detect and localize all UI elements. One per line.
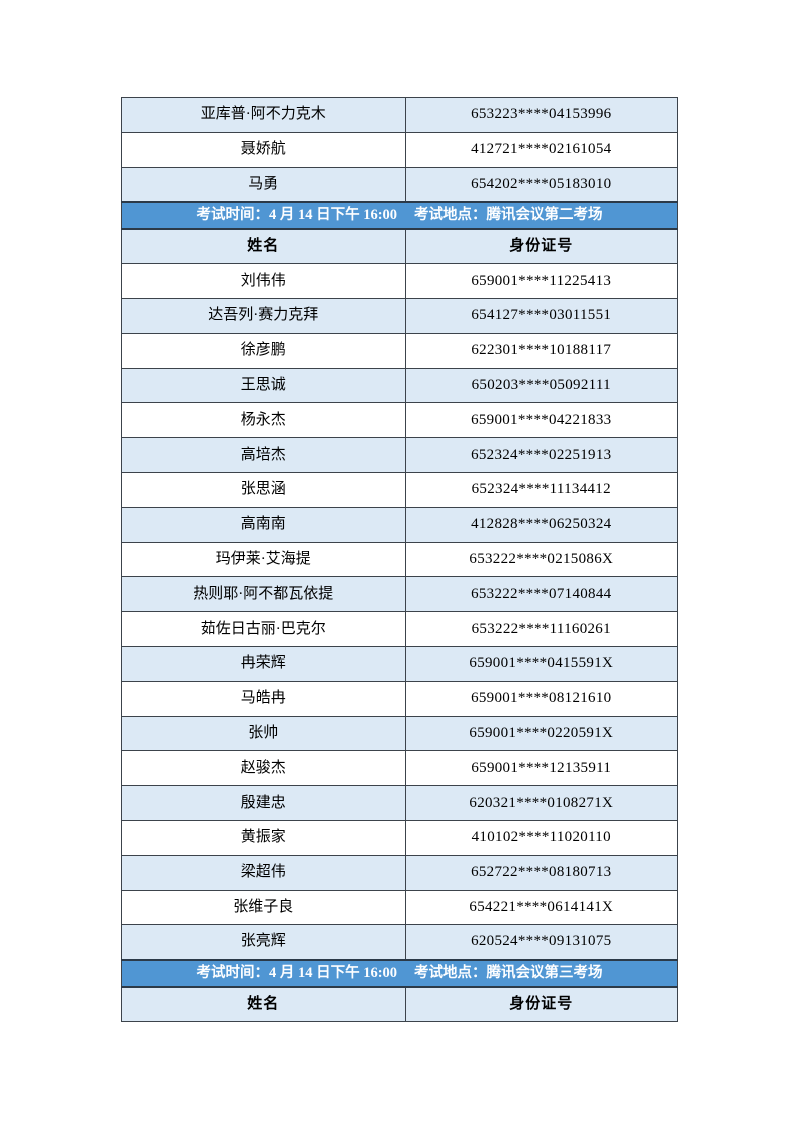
candidate-id-cell: 652324****02251913: [404, 437, 679, 473]
candidate-name-cell: 王思诚: [121, 367, 406, 404]
table-row: 玛伊莱·艾海提 653222****0215086X: [121, 541, 679, 578]
candidate-name-cell: 冉荣辉: [121, 645, 406, 682]
table-row: 高南南 412828****06250324: [121, 506, 679, 543]
candidate-id-cell: 659001****04221833: [404, 402, 679, 439]
session-location-label: 考试地点：腾讯会议第三考场: [414, 964, 603, 981]
session-band-row: 考试时间：4 月 14 日下午 16:00 考试地点：腾讯会议第二考场: [121, 200, 678, 230]
exam-roster-table: 亚库普·阿不力克木 653223****04153996 聂娇航 412721****…: [121, 97, 679, 1022]
candidate-id-cell: 654202****05183010: [404, 166, 679, 203]
candidate-id-cell: 659001****12135911: [404, 750, 679, 787]
candidate-name-cell: 黄振家: [121, 819, 406, 856]
candidate-name-cell: 张思涵: [121, 471, 406, 508]
table-row: 亚库普·阿不力克木 653223****04153996: [121, 97, 679, 133]
candidate-name-cell: 玛伊莱·艾海提: [121, 541, 406, 578]
candidate-name-cell: 刘伟伟: [121, 263, 406, 299]
candidate-name-cell: 热则耶·阿不都瓦依提: [121, 576, 406, 613]
candidate-name-cell: 马皓冉: [121, 680, 406, 717]
table-row: 张亮辉 620524****09131075: [121, 924, 679, 961]
candidate-id-cell: 654221****0614141X: [404, 889, 679, 926]
table-row: 热则耶·阿不都瓦依提 653222****07140844: [121, 576, 679, 613]
column-header-row: 姓名 身份证号: [121, 228, 679, 265]
candidate-id-cell: 659001****11225413: [404, 263, 679, 299]
candidate-id-cell: 654127****03011551: [404, 297, 679, 334]
candidate-id-cell: 659001****08121610: [404, 680, 679, 717]
candidate-name-cell: 杨永杰: [121, 402, 406, 439]
candidate-id-cell: 659001****0220591X: [404, 715, 679, 752]
table-row: 冉荣辉 659001****0415591X: [121, 645, 679, 682]
table-row: 梁超伟 652722****08180713: [121, 854, 679, 891]
id-column-header: 身份证号: [404, 986, 679, 1022]
candidate-id-cell: 620524****09131075: [404, 924, 679, 961]
candidate-name-cell: 梁超伟: [121, 854, 406, 891]
name-column-header: 姓名: [121, 228, 406, 265]
table-row: 黄振家 410102****11020110: [121, 819, 679, 856]
table-row: 王思诚 650203****05092111: [121, 367, 679, 404]
candidate-name-cell: 聂娇航: [121, 131, 406, 168]
table-row: 高培杰 652324****02251913: [121, 437, 679, 473]
candidate-name-cell: 赵骏杰: [121, 750, 406, 787]
candidate-name-cell: 殷建忠: [121, 785, 406, 821]
candidate-id-cell: 653222****11160261: [404, 611, 679, 647]
candidate-name-cell: 茹佐日古丽·巴克尔: [121, 611, 406, 647]
table-row: 聂娇航 412721****02161054: [121, 131, 679, 168]
session-time-label: 考试时间：4 月 14 日下午 16:00: [196, 207, 398, 224]
session-band-cell: 考试时间：4 月 14 日下午 16:00 考试地点：腾讯会议第三考场: [121, 958, 678, 988]
table-row: 殷建忠 620321****0108271X: [121, 785, 679, 821]
candidate-id-cell: 622301****10188117: [404, 332, 679, 369]
candidate-id-cell: 412721****02161054: [404, 131, 679, 168]
column-header-row: 姓名 身份证号: [121, 986, 679, 1022]
candidate-id-cell: 620321****0108271X: [404, 785, 679, 821]
candidate-id-cell: 653223****04153996: [404, 97, 679, 133]
session-band-row: 考试时间：4 月 14 日下午 16:00 考试地点：腾讯会议第三考场: [121, 958, 678, 988]
table-row: 刘伟伟 659001****11225413: [121, 263, 679, 299]
candidate-name-cell: 马勇: [121, 166, 406, 203]
candidate-id-cell: 410102****11020110: [404, 819, 679, 856]
candidate-name-cell: 徐彦鹏: [121, 332, 406, 369]
candidate-name-cell: 亚库普·阿不力克木: [121, 97, 406, 133]
name-column-header: 姓名: [121, 986, 406, 1022]
table-row: 徐彦鹏 622301****10188117: [121, 332, 679, 369]
candidate-id-cell: 653222****07140844: [404, 576, 679, 613]
session-band-content: 考试时间：4 月 14 日下午 16:00 考试地点：腾讯会议第二考场: [122, 208, 677, 223]
candidate-name-cell: 高南南: [121, 506, 406, 543]
exam-roster-container: 亚库普·阿不力克木 653223****04153996 聂娇航 412721****…: [121, 97, 679, 1022]
table-row: 张帅 659001****0220591X: [121, 715, 679, 752]
session-band-content: 考试时间：4 月 14 日下午 16:00 考试地点：腾讯会议第三考场: [122, 966, 677, 981]
table-row: 赵骏杰 659001****12135911: [121, 750, 679, 787]
session-band-cell: 考试时间：4 月 14 日下午 16:00 考试地点：腾讯会议第二考场: [121, 200, 678, 230]
id-column-header: 身份证号: [404, 228, 679, 265]
candidate-name-cell: 高培杰: [121, 437, 406, 473]
candidate-id-cell: 659001****0415591X: [404, 645, 679, 682]
candidate-name-cell: 张帅: [121, 715, 406, 752]
candidate-id-cell: 652722****08180713: [404, 854, 679, 891]
table-row: 张思涵 652324****11134412: [121, 471, 679, 508]
candidate-id-cell: 653222****0215086X: [404, 541, 679, 578]
table-row: 马皓冉 659001****08121610: [121, 680, 679, 717]
session-time-label: 考试时间：4 月 14 日下午 16:00: [196, 964, 398, 981]
table-row: 达吾列·赛力克拜 654127****03011551: [121, 297, 679, 334]
table-row: 杨永杰 659001****04221833: [121, 402, 679, 439]
table-row: 张维子良 654221****0614141X: [121, 889, 679, 926]
candidate-name-cell: 张维子良: [121, 889, 406, 926]
candidate-name-cell: 张亮辉: [121, 924, 406, 961]
candidate-id-cell: 412828****06250324: [404, 506, 679, 543]
candidate-id-cell: 650203****05092111: [404, 367, 679, 404]
table-row: 马勇 654202****05183010: [121, 166, 679, 203]
session-location-label: 考试地点：腾讯会议第二考场: [414, 207, 603, 224]
table-row: 茹佐日古丽·巴克尔 653222****11160261: [121, 611, 679, 647]
candidate-name-cell: 达吾列·赛力克拜: [121, 297, 406, 334]
candidate-id-cell: 652324****11134412: [404, 471, 679, 508]
